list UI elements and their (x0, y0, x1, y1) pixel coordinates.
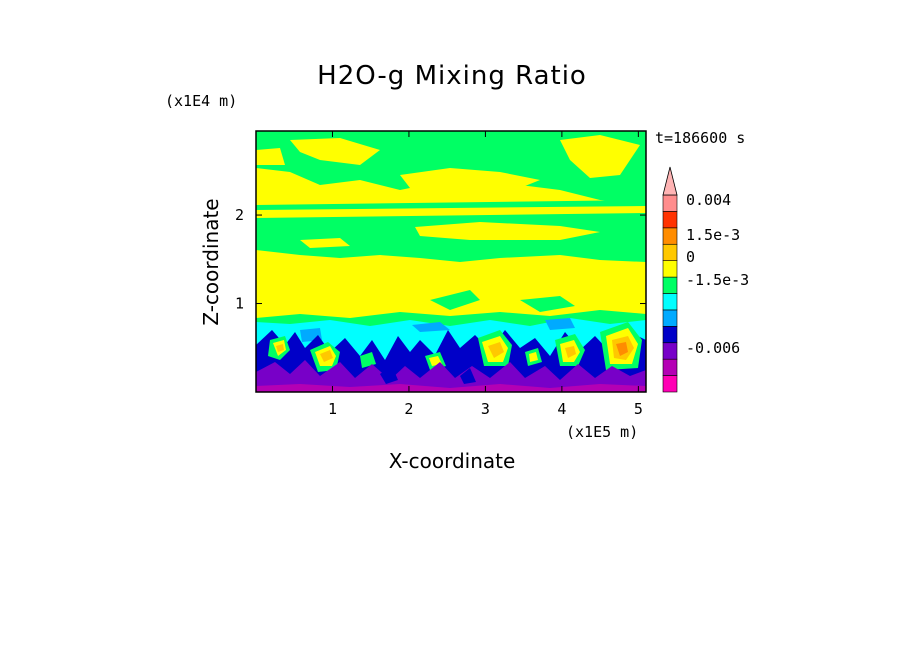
colorbar-label: -1.5e-3 (686, 271, 749, 289)
x-axis: 1 2 3 4 5 (328, 131, 643, 418)
y-axis: 12 (235, 206, 646, 313)
x-scale-label: (x1E5 m) (566, 423, 638, 441)
colorbar-label: 0.004 (686, 191, 731, 209)
y-tick-label: 1 (235, 295, 244, 313)
colorbar-label: -0.006 (686, 339, 740, 357)
colorbar-swatch (662, 211, 678, 229)
plot-frame (255, 130, 647, 393)
colorbar-swatch (662, 276, 678, 294)
colorbar-swatch (662, 375, 678, 393)
colorbar: 0.004 1.5e-3 0 -1.5e-3 -0.006 (662, 166, 749, 393)
y-scale-label: (x1E4 m) (165, 92, 237, 110)
colorbar-swatch (662, 260, 678, 278)
x-tick-label: 2 (404, 400, 413, 418)
colorbar-label: 1.5e-3 (686, 226, 740, 244)
colorbar-swatch (662, 194, 678, 212)
x-tick-label: 1 (328, 400, 337, 418)
x-tick-label: 4 (557, 400, 566, 418)
x-axis-label: X-coordinate (389, 449, 516, 473)
y-axis-label: Z-coordinate (199, 198, 223, 325)
colorbar-label: 0 (686, 248, 695, 266)
chart-title: H2O-g Mixing Ratio (317, 61, 587, 91)
x-tick-label: 5 (634, 400, 643, 418)
y-tick-label: 2 (235, 206, 244, 224)
contour-field (256, 131, 646, 392)
colorbar-swatch (662, 358, 678, 376)
colorbar-cap (662, 166, 678, 196)
colorbar-swatch (662, 342, 678, 360)
time-label: t=186600 s (655, 129, 745, 147)
colorbar-swatch (662, 293, 678, 311)
colorbar-swatch (662, 326, 678, 344)
colorbar-swatch (662, 309, 678, 327)
x-tick-label: 3 (481, 400, 490, 418)
colorbar-swatch (662, 227, 678, 245)
colorbar-swatch (662, 243, 678, 261)
